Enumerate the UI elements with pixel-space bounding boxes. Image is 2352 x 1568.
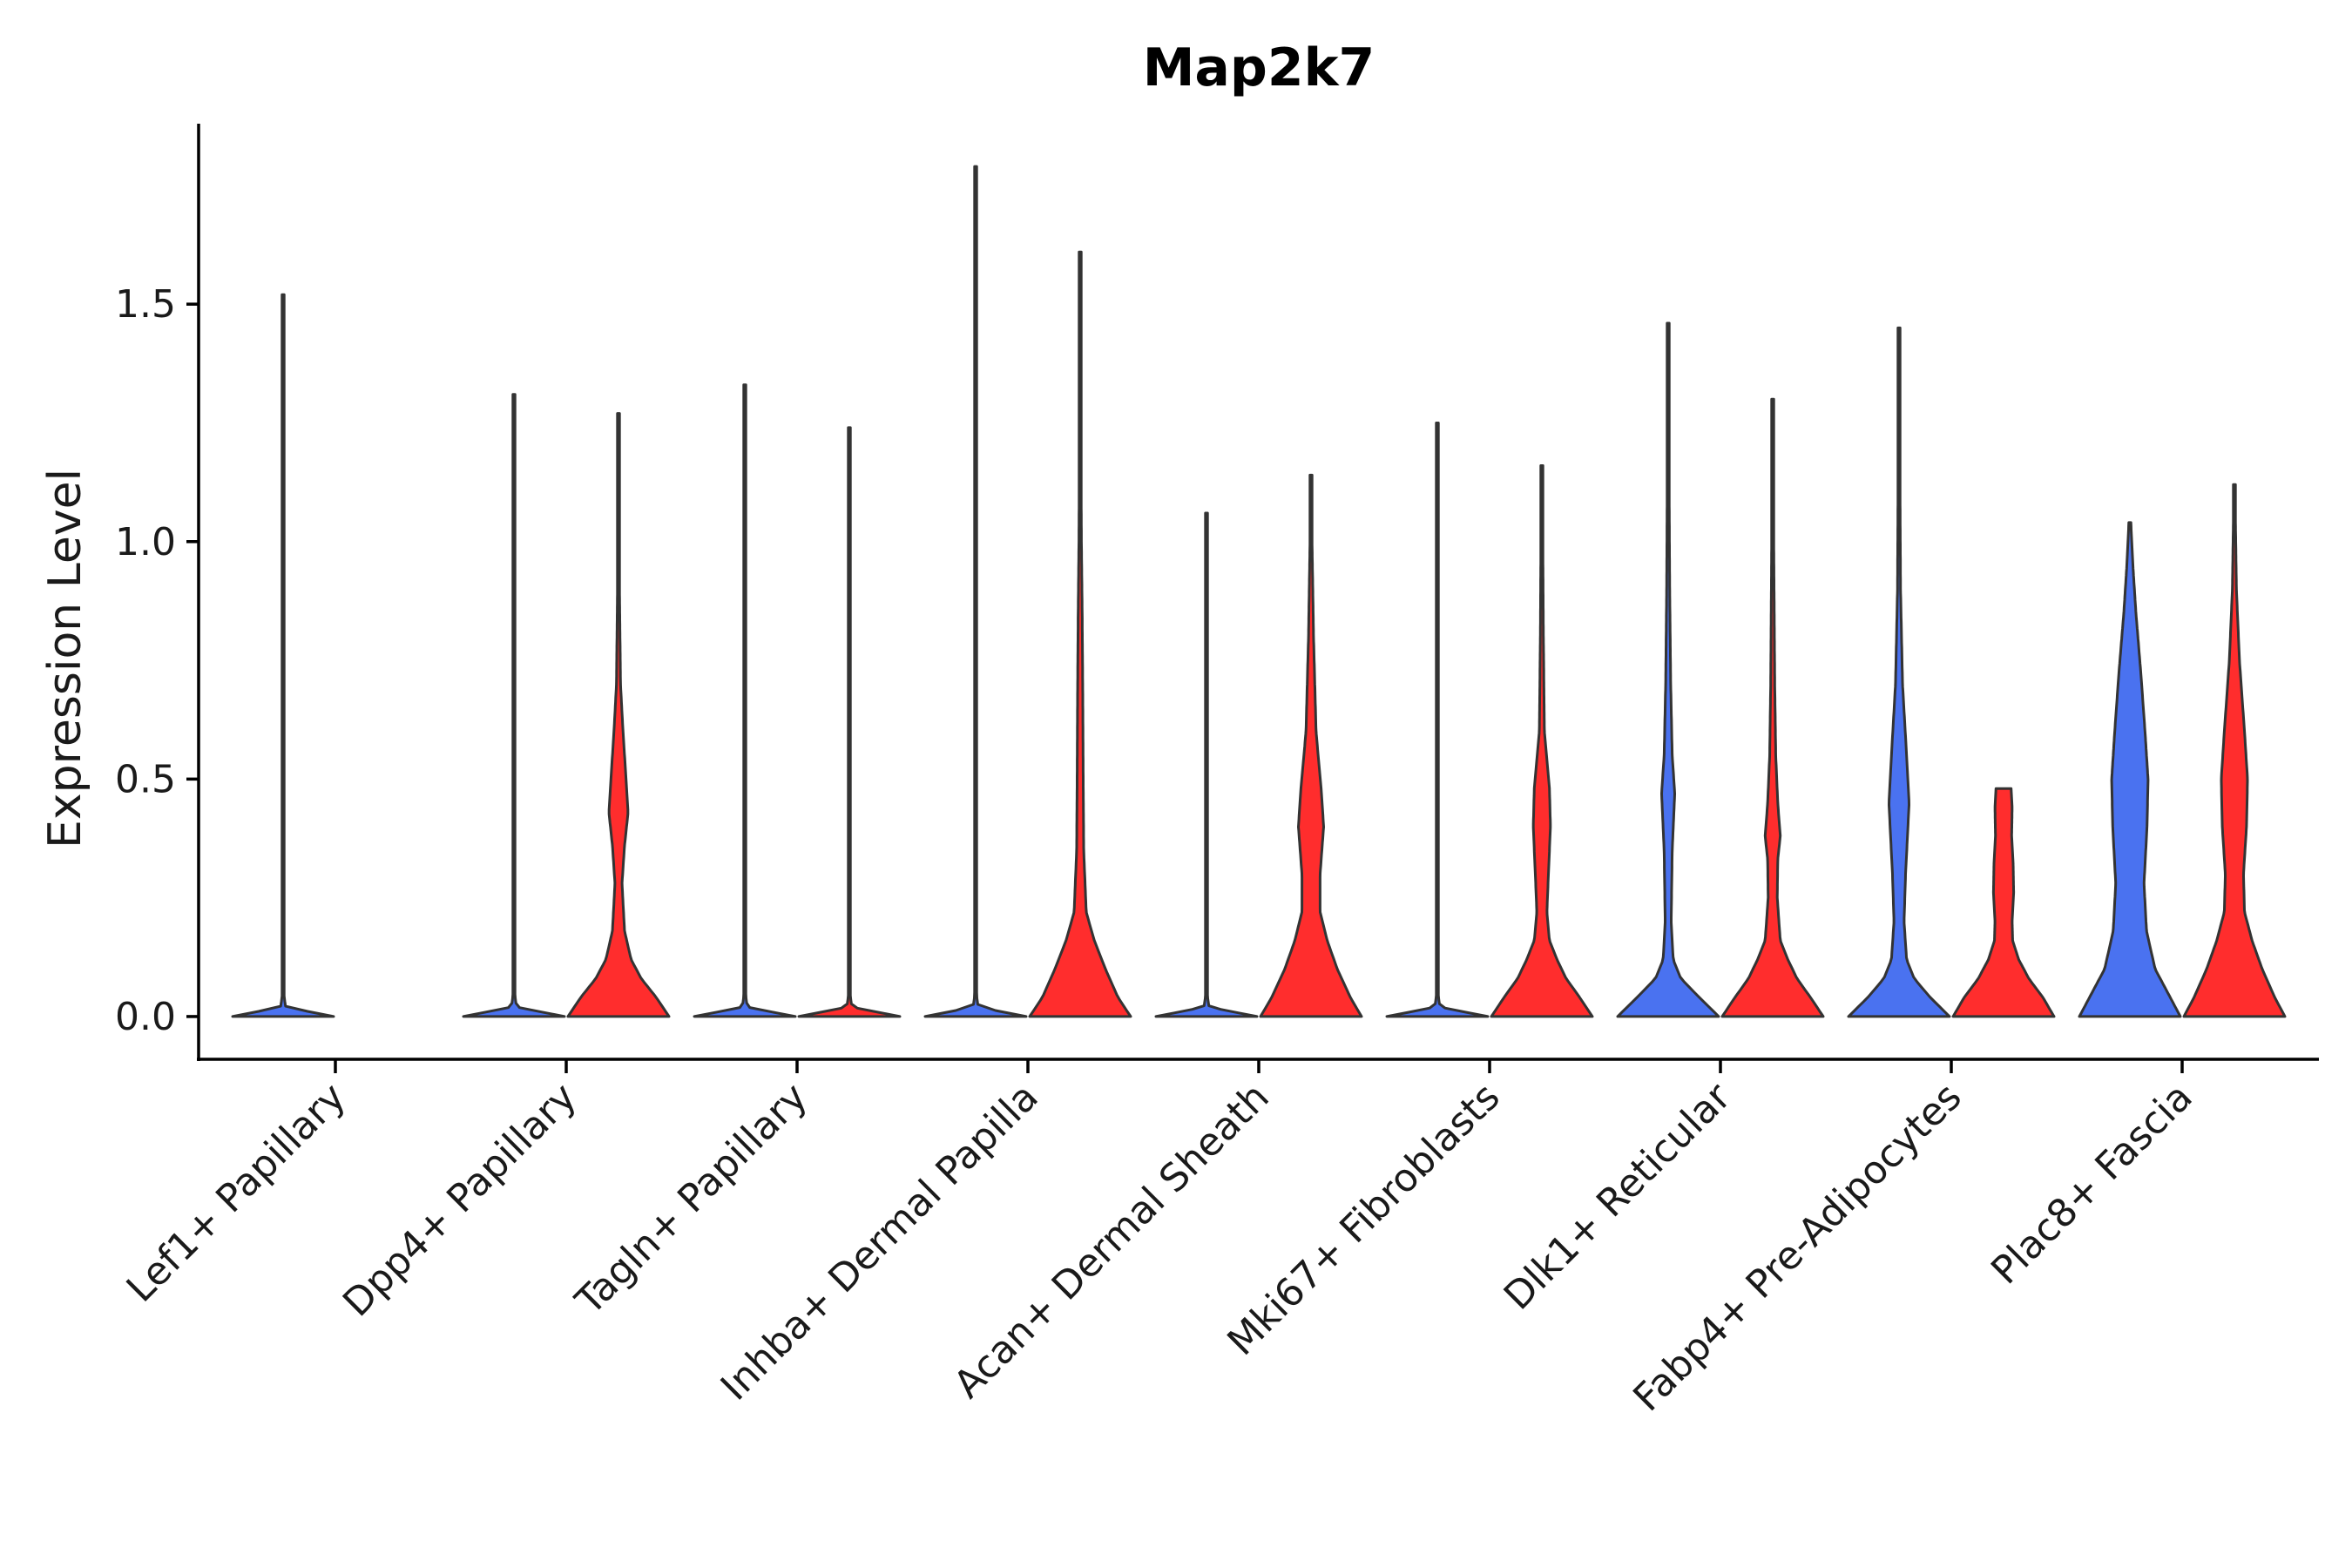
violin-group_a <box>462 393 566 1018</box>
violin-layer <box>231 165 2287 1018</box>
x-tick-label: Dlk1+ Reticular <box>1496 1074 1740 1319</box>
violin-group_b <box>566 412 671 1018</box>
x-tick-label: Lef1+ Papillary <box>118 1075 355 1311</box>
chart-title: Map2k7 <box>1143 37 1375 98</box>
y-tick-label: 1.5 <box>115 282 176 327</box>
x-tick-label: Dpp4+ Papillary <box>335 1075 585 1326</box>
violin-group_a <box>1616 321 1720 1018</box>
violin-group_a <box>2078 521 2182 1018</box>
violin-group_a <box>1385 422 1490 1018</box>
y-ticks: 0.0 0.5 1.0 1.5 <box>115 282 199 1039</box>
violin-group_b <box>1951 787 2056 1018</box>
y-tick-label: 0.0 <box>115 995 176 1039</box>
violin-group_b <box>1720 397 1825 1018</box>
violin-group_b <box>1259 473 1363 1018</box>
violin-group_b <box>797 426 902 1018</box>
y-tick-label: 1.0 <box>115 520 176 564</box>
violin-group_a <box>923 165 1028 1018</box>
violin-group_a <box>1847 326 1951 1018</box>
x-tick-label: Tagln+ Papillary <box>567 1075 816 1324</box>
violin-group_a <box>693 383 797 1018</box>
violin-group_b <box>1028 250 1132 1018</box>
y-tick-label: 0.5 <box>115 757 176 801</box>
violin-group_a <box>1154 511 1259 1018</box>
y-axis-label: Expression Level <box>39 469 91 848</box>
violin-group_b <box>2182 483 2287 1018</box>
violin-group_b <box>1490 464 1594 1018</box>
violin-group_a <box>231 293 335 1018</box>
x-tick-label: Plac8+ Fascia <box>1983 1075 2201 1294</box>
